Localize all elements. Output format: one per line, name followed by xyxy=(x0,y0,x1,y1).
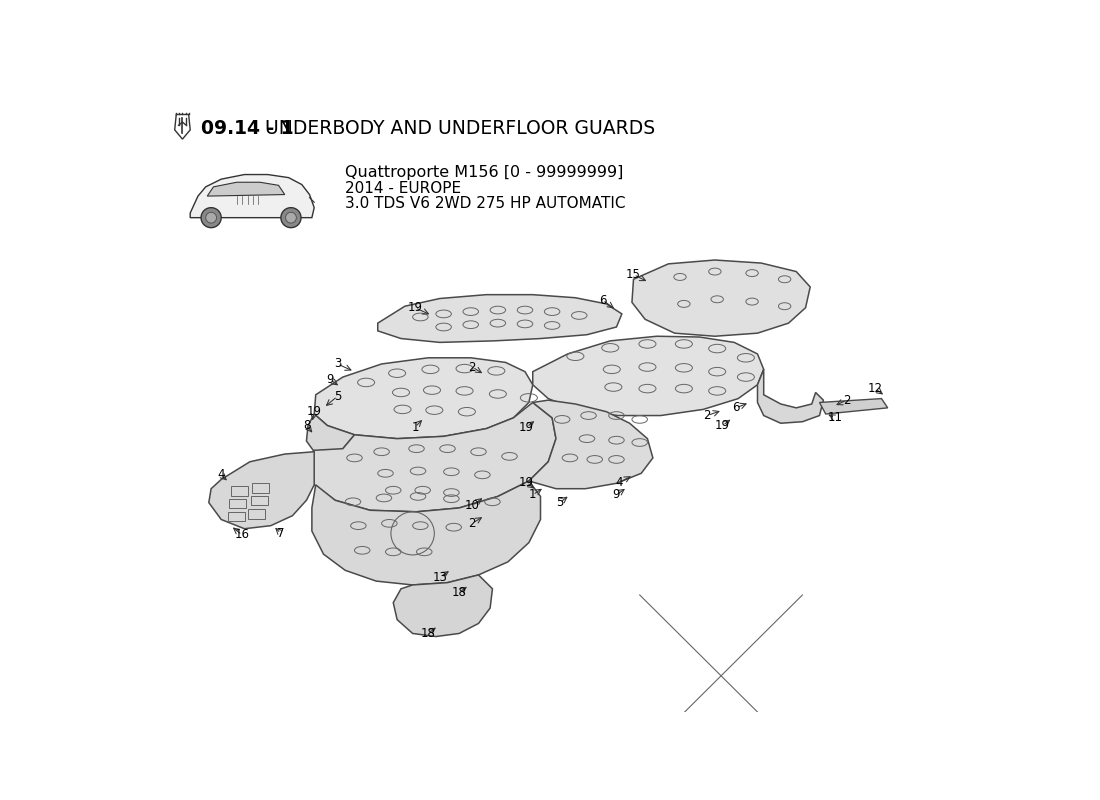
Text: 11: 11 xyxy=(827,411,843,424)
Text: 19: 19 xyxy=(307,405,321,418)
Polygon shape xyxy=(529,400,653,489)
Polygon shape xyxy=(315,358,532,438)
Text: 15: 15 xyxy=(626,268,641,281)
Text: 5: 5 xyxy=(557,496,563,509)
Text: 18: 18 xyxy=(420,627,436,640)
Text: 4: 4 xyxy=(218,468,224,482)
Text: 6: 6 xyxy=(598,294,606,306)
Polygon shape xyxy=(377,294,621,342)
Circle shape xyxy=(280,208,301,228)
Text: 1: 1 xyxy=(529,488,537,502)
Text: 09.14 - 1: 09.14 - 1 xyxy=(201,119,294,138)
Polygon shape xyxy=(532,336,763,415)
Text: 8: 8 xyxy=(302,419,310,432)
Text: 4: 4 xyxy=(616,476,624,489)
Text: 2: 2 xyxy=(469,361,476,374)
Text: 6: 6 xyxy=(733,402,739,414)
Polygon shape xyxy=(209,452,315,529)
Text: 9: 9 xyxy=(613,488,620,502)
Polygon shape xyxy=(631,260,811,336)
Text: 19: 19 xyxy=(715,419,730,432)
Text: 16: 16 xyxy=(234,529,250,542)
Text: UNDERBODY AND UNDERFLOOR GUARDS: UNDERBODY AND UNDERFLOOR GUARDS xyxy=(260,119,656,138)
Text: 2014 - EUROPE: 2014 - EUROPE xyxy=(345,181,461,196)
Circle shape xyxy=(206,212,217,223)
Text: 2: 2 xyxy=(843,394,850,406)
Polygon shape xyxy=(207,182,285,196)
Text: 12: 12 xyxy=(868,382,883,395)
Text: 2: 2 xyxy=(469,517,476,530)
Text: 7: 7 xyxy=(277,527,285,540)
Text: 3: 3 xyxy=(333,358,341,370)
Polygon shape xyxy=(307,402,556,512)
Text: Quattroporte M156 [0 - 99999999]: Quattroporte M156 [0 - 99999999] xyxy=(345,166,624,181)
Text: 3.0 TDS V6 2WD 275 HP AUTOMATIC: 3.0 TDS V6 2WD 275 HP AUTOMATIC xyxy=(345,196,626,211)
Text: 9: 9 xyxy=(326,373,333,386)
Polygon shape xyxy=(312,481,540,585)
Polygon shape xyxy=(394,575,493,637)
Text: 5: 5 xyxy=(333,390,341,403)
Text: 2: 2 xyxy=(703,409,711,422)
Text: 10: 10 xyxy=(465,499,480,512)
Text: 1: 1 xyxy=(411,421,419,434)
Polygon shape xyxy=(820,398,888,414)
Circle shape xyxy=(201,208,221,228)
Polygon shape xyxy=(758,370,824,423)
Text: 19: 19 xyxy=(519,421,534,434)
Polygon shape xyxy=(307,414,354,456)
Circle shape xyxy=(286,212,296,223)
Text: 18: 18 xyxy=(452,586,466,599)
Text: 13: 13 xyxy=(432,570,448,584)
Text: 19: 19 xyxy=(407,302,422,314)
Polygon shape xyxy=(190,174,315,218)
Text: 19: 19 xyxy=(519,476,534,489)
